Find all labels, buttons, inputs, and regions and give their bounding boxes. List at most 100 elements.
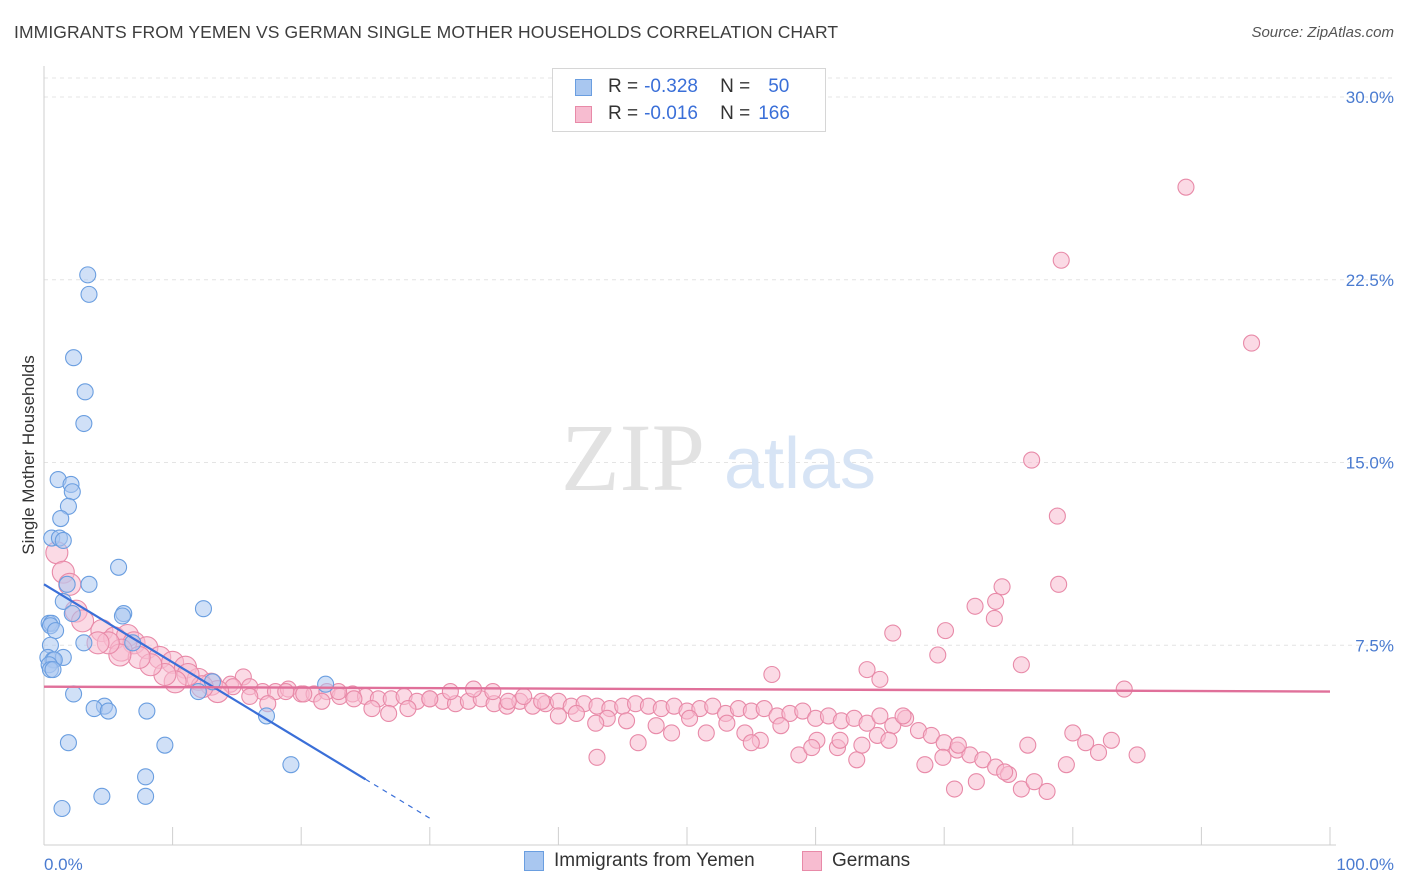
point-germans xyxy=(587,714,605,732)
point-germans xyxy=(515,687,533,705)
point-germans xyxy=(421,690,439,708)
point-germans xyxy=(1089,743,1108,762)
point-germans xyxy=(1102,731,1120,749)
point-germans xyxy=(1050,575,1068,593)
point-germans xyxy=(1077,734,1095,752)
y-tick-label: 22.5% xyxy=(1346,271,1394,290)
point-germans xyxy=(1012,780,1030,798)
point-yemen xyxy=(58,575,76,593)
point-yemen xyxy=(59,734,77,752)
legend-row-yemen: R = -0.328 N = 50 xyxy=(575,75,789,99)
point-yemen xyxy=(80,285,98,303)
point-germans xyxy=(277,682,295,701)
bottom-legend-swatch-germans xyxy=(802,851,822,871)
point-germans xyxy=(853,736,871,754)
point-yemen xyxy=(282,756,300,774)
point-germans xyxy=(1128,746,1146,764)
point-germans xyxy=(1115,680,1133,698)
point-germans xyxy=(1023,451,1041,469)
source-credit: Source: ZipAtlas.com xyxy=(1251,24,1394,41)
point-yemen xyxy=(137,768,155,786)
point-germans xyxy=(533,692,551,710)
point-yemen xyxy=(65,349,83,367)
point-germans xyxy=(1057,756,1075,774)
point-yemen xyxy=(63,605,81,623)
point-germans xyxy=(1038,782,1056,801)
trend-lines xyxy=(43,583,1331,819)
point-yemen xyxy=(189,682,207,701)
point-germans xyxy=(884,624,902,642)
point-germans xyxy=(484,682,502,701)
point-germans xyxy=(967,773,985,791)
point-germans xyxy=(567,704,585,723)
point-germans xyxy=(618,712,636,730)
point-germans xyxy=(441,682,459,701)
bottom-legend-germans: Germans xyxy=(802,850,910,872)
point-germans xyxy=(1177,178,1195,196)
point-germans xyxy=(681,709,699,727)
point-yemen xyxy=(47,622,65,640)
point-germans xyxy=(858,714,876,732)
point-germans xyxy=(974,751,992,769)
point-yemen xyxy=(85,700,103,718)
point-yemen xyxy=(110,558,128,576)
point-germans xyxy=(629,734,647,752)
point-germans xyxy=(880,731,898,749)
point-yemen xyxy=(53,799,71,818)
point-germans xyxy=(922,726,940,744)
watermark-zip: ZIP xyxy=(561,404,705,511)
trend-line-yemen-extension xyxy=(365,778,431,819)
bottom-legend-label-germans: Germans xyxy=(832,850,911,871)
point-germans xyxy=(1019,736,1037,754)
point-yemen xyxy=(113,607,131,625)
point-germans xyxy=(241,687,259,705)
point-yemen xyxy=(63,483,81,501)
point-germans xyxy=(985,609,1003,627)
point-germans xyxy=(871,670,889,688)
point-yemen xyxy=(59,497,77,515)
bottom-legend-label-yemen: Immigrants from Yemen xyxy=(554,850,755,871)
legend-n-label: N = xyxy=(720,76,751,97)
y-tick-label: 15.0% xyxy=(1346,454,1394,473)
point-germans xyxy=(966,597,984,615)
point-germans xyxy=(803,739,821,757)
point-germans xyxy=(345,690,363,708)
legend-swatch-germans xyxy=(575,105,592,123)
point-germans xyxy=(790,746,808,764)
legend-r-label: R = xyxy=(608,76,639,97)
grid-lines xyxy=(44,77,1394,646)
point-germans xyxy=(742,734,760,752)
legend-n-value: 166 xyxy=(758,103,790,124)
bottom-legend-swatch-yemen xyxy=(524,851,544,871)
point-germans xyxy=(313,692,331,710)
point-germans xyxy=(697,724,715,742)
trend-line-germans xyxy=(43,685,1331,693)
point-germans xyxy=(894,707,912,725)
point-germans xyxy=(993,578,1011,596)
axes xyxy=(43,66,1336,846)
point-germans xyxy=(831,731,849,749)
point-germans xyxy=(848,751,866,769)
legend-n-value: 50 xyxy=(768,76,790,97)
point-germans xyxy=(663,724,681,742)
point-yemen xyxy=(138,702,156,720)
point-yemen xyxy=(75,414,93,433)
point-germans xyxy=(704,697,722,715)
legend: R = -0.328 N = 50 R = -0.016 N = 166 xyxy=(552,68,826,132)
legend-n-label: N = xyxy=(720,103,751,124)
point-yemen xyxy=(79,266,97,284)
legend-r-value: -0.016 xyxy=(644,103,698,124)
point-germans xyxy=(929,646,947,664)
point-yemen xyxy=(156,736,174,754)
point-germans xyxy=(363,700,381,718)
point-germans xyxy=(949,736,967,754)
point-germans xyxy=(295,685,313,703)
point-germans xyxy=(934,748,952,766)
point-germans xyxy=(588,748,606,766)
point-yemen xyxy=(76,383,94,401)
point-germans xyxy=(499,692,517,710)
point-germans xyxy=(916,756,934,774)
point-yemen xyxy=(65,685,83,703)
point-germans xyxy=(763,665,781,684)
